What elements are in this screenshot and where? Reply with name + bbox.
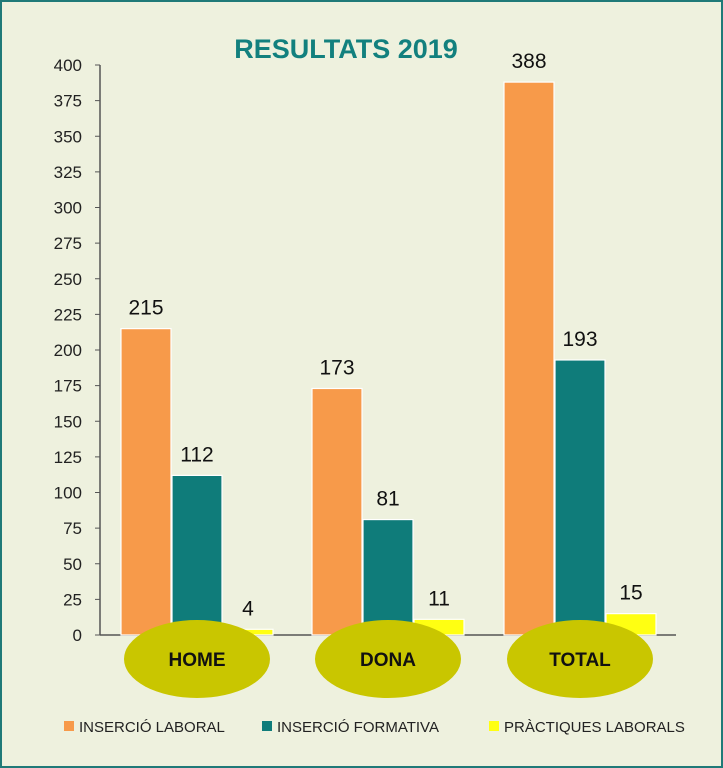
bar xyxy=(171,474,223,636)
bars xyxy=(120,81,657,636)
data-label: 11 xyxy=(428,587,450,610)
category-label: DONA xyxy=(360,650,416,671)
y-tick-label: 250 xyxy=(54,270,82,289)
data-label: 173 xyxy=(319,356,354,379)
data-label: 15 xyxy=(619,582,642,605)
bar xyxy=(362,518,414,636)
y-tick-label: 225 xyxy=(54,305,82,324)
data-label: 215 xyxy=(128,297,163,320)
y-tick-label: 275 xyxy=(54,234,82,253)
y-tick-label: 75 xyxy=(63,519,82,538)
data-label: 81 xyxy=(376,488,399,511)
y-tick-label: 175 xyxy=(54,377,82,396)
y-tick-label: 0 xyxy=(73,626,82,645)
bar xyxy=(120,328,172,636)
bar xyxy=(554,359,606,636)
legend-swatch xyxy=(262,721,272,731)
category-badge xyxy=(315,620,461,698)
legend-swatch xyxy=(64,721,74,731)
data-label: 112 xyxy=(180,443,213,466)
data-label: 4 xyxy=(242,597,254,620)
category-badges: HOME DONA TOTAL xyxy=(124,620,653,698)
category-badge xyxy=(124,620,270,698)
legend: INSERCIÓ LABORAL INSERCIÓ FORMATIVA PRÀCTI… xyxy=(64,719,685,736)
legend-label: INSERCIÓ FORMATIVA xyxy=(277,719,439,736)
y-tick-label: 400 xyxy=(54,56,82,75)
y-tick-label: 325 xyxy=(54,163,82,182)
y-tick-label: 375 xyxy=(54,92,82,111)
legend-label: INSERCIÓ LABORAL xyxy=(79,719,225,736)
data-label: 388 xyxy=(511,50,546,73)
category-badge xyxy=(507,620,653,698)
y-tick-label: 25 xyxy=(63,590,82,609)
legend-swatch xyxy=(489,721,499,731)
category-label: HOME xyxy=(169,650,226,671)
y-tick-label: 150 xyxy=(54,412,82,431)
y-tick-label: 300 xyxy=(54,199,82,218)
chart-title: RESULTATS 2019 xyxy=(234,34,458,64)
y-tick-label: 100 xyxy=(54,484,82,503)
data-label: 193 xyxy=(562,328,597,351)
legend-label: PRÀCTIQUES LABORALS xyxy=(504,719,685,736)
data-labels: 215 112 4 173 81 11 388 193 15 xyxy=(128,50,642,620)
bar xyxy=(503,81,555,636)
bar xyxy=(311,387,363,636)
y-tick-label: 125 xyxy=(54,448,82,467)
y-tick-label: 350 xyxy=(54,127,82,146)
category-label: TOTAL xyxy=(549,650,611,671)
y-tick-label: 200 xyxy=(54,341,82,360)
y-tick-label: 50 xyxy=(63,555,82,574)
